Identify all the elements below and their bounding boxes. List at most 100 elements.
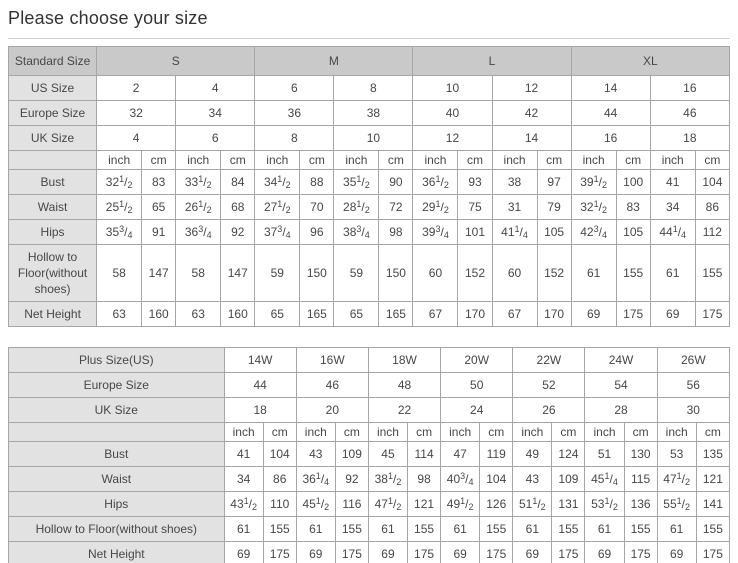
value-cell: 50 (440, 372, 514, 398)
value-cell: 30 (656, 397, 731, 423)
value-cell: 121 (407, 491, 442, 517)
value-cell: 63 (175, 301, 222, 327)
value-cell: 251/2 (96, 194, 143, 220)
value-cell: 116 (334, 491, 369, 517)
value-cell: 68 (220, 194, 256, 220)
value-cell: 22W (512, 347, 586, 373)
value-cell: 152 (536, 244, 572, 302)
value-cell: 83 (141, 169, 177, 195)
table-row: US Size 2 4 6 8 10 12 14 16 (7, 75, 731, 101)
value-cell: 70 (299, 194, 335, 220)
unit-cell: cm (457, 150, 493, 170)
value-cell: 115 (623, 466, 658, 492)
value-cell: 165 (299, 301, 335, 327)
value-cell: 54 (584, 372, 658, 398)
value-cell: 61 (656, 516, 697, 542)
table-row: inch cm inch cm inch cm inch cm inch cm inch cm inch… (8, 422, 731, 442)
value-cell: 135 (695, 441, 731, 467)
value-cell: 511/2 (512, 491, 553, 517)
table-row: Hollow to Floor(without shoes) 58 147 58 147… (7, 244, 731, 302)
value-cell: 26 (512, 397, 586, 423)
value-cell: 44 (223, 372, 297, 398)
row-label: Europe Size (7, 100, 98, 126)
value-cell: 45 (367, 441, 409, 467)
value-cell: 551/2 (656, 491, 697, 517)
value-cell: 20W (440, 347, 514, 373)
row-label: Waist (7, 194, 98, 220)
value-cell: 92 (334, 466, 369, 492)
value-cell: 61 (367, 516, 409, 542)
value-cell: 170 (457, 301, 493, 327)
value-cell: 175 (623, 541, 658, 563)
value-cell: 109 (551, 466, 586, 492)
value-cell: 61 (512, 516, 553, 542)
value-cell: 61 (440, 516, 481, 542)
value-cell: 41 (223, 441, 264, 467)
value-cell: 38 (333, 100, 414, 126)
value-cell: 147 (141, 244, 177, 302)
unit-cell: cm (695, 422, 731, 442)
unit-cell: cm (551, 422, 586, 442)
value-cell: 69 (295, 541, 336, 563)
value-cell: 451/2 (295, 491, 336, 517)
row-label: Hollow to Floor(without shoes) (7, 244, 98, 302)
value-cell: 46 (295, 372, 369, 398)
value-cell: 69 (223, 541, 264, 563)
value-cell: 18W (367, 347, 442, 373)
table-row: Plus Size(US) 14W 16W 18W 20W 22W 24W 26W (8, 347, 731, 373)
table-row: Hips 431/2 110 451/2 116 471/2 121 491/2 126 511/… (8, 491, 731, 517)
value-cell: 155 (479, 516, 514, 542)
unit-cell: cm (694, 150, 731, 170)
unit-cell: inch (649, 150, 696, 170)
value-cell: 403/4 (440, 466, 481, 492)
value-cell: 291/2 (412, 194, 459, 220)
row-label (7, 150, 98, 170)
table-gap (8, 327, 730, 347)
value-cell: 48 (367, 372, 442, 398)
value-cell: 155 (694, 244, 731, 302)
unit-cell: cm (615, 150, 651, 170)
value-cell: 34 (649, 194, 696, 220)
value-cell: 261/2 (175, 194, 222, 220)
value-cell: 34 (175, 100, 256, 126)
value-cell: 67 (491, 301, 538, 327)
value-cell: 321/2 (570, 194, 617, 220)
value-cell: 10 (412, 75, 493, 101)
value-cell: 10 (333, 125, 414, 151)
value-cell: 12 (491, 75, 572, 101)
value-cell: 104 (479, 466, 514, 492)
value-cell: 152 (457, 244, 493, 302)
value-cell: 471/2 (656, 466, 697, 492)
value-cell: 51 (584, 441, 625, 467)
value-cell: 160 (220, 301, 256, 327)
table-row: UK Size 18 20 22 24 26 28 30 (8, 397, 731, 423)
unit-cell: inch (584, 422, 625, 442)
row-label: Europe Size (8, 372, 225, 398)
row-label: Plus Size(US) (8, 347, 225, 373)
table-row: Hollow to Floor(without shoes) 61 155 61 155… (8, 516, 731, 542)
value-cell: 69 (570, 301, 617, 327)
row-label: Bust (7, 169, 98, 195)
value-cell: 34 (223, 466, 264, 492)
value-cell: 86 (262, 466, 297, 492)
value-cell: 49 (512, 441, 553, 467)
value-cell: 110 (262, 491, 297, 517)
unit-cell: cm (378, 150, 414, 170)
value-cell: 14W (223, 347, 297, 373)
value-cell: 84 (220, 169, 256, 195)
unit-cell: inch (367, 422, 409, 442)
value-cell: 130 (623, 441, 658, 467)
value-cell: 147 (220, 244, 256, 302)
unit-cell: inch (96, 150, 143, 170)
value-cell: 61 (649, 244, 696, 302)
value-cell: 22 (367, 397, 442, 423)
value-cell: 363/4 (175, 219, 222, 245)
value-cell: 141 (695, 491, 731, 517)
size-group-cell: S (96, 46, 256, 76)
value-cell: 36 (254, 100, 335, 126)
value-cell: 58 (175, 244, 222, 302)
unit-cell: cm (299, 150, 335, 170)
value-cell: 86 (694, 194, 731, 220)
value-cell: 8 (333, 75, 414, 101)
table-row: inch cm inch cm inch cm inch cm inch cm inch cm inch… (7, 150, 731, 170)
